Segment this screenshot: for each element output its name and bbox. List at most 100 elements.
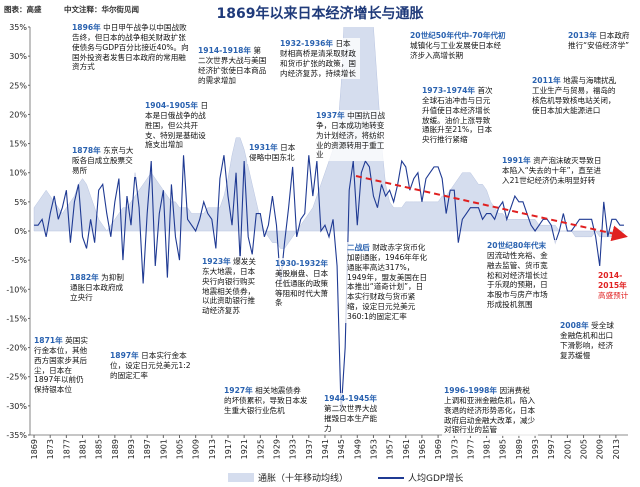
x-tick-label: 1981 (483, 439, 492, 459)
annotation-text: 为抑制通胀日本政府成立央行 (70, 273, 124, 302)
annotation-text: 爆发关东大地震，日本央行向银行购买地震相关债券，以此资助银行推动经济复苏 (202, 257, 256, 316)
annotation-label: 1904-1905年 (145, 101, 199, 110)
annotation-text: 受全球金融危机和出口下滑影响，经济复苏缓慢 (560, 321, 614, 360)
annotation-label: 2011年 (532, 76, 561, 85)
annotation: 1897年 日本实行金本位，设定日元兑美元1:2的固定汇率 (108, 350, 200, 382)
annotation-text: 英国实行金本位，其他西方国家步其后尘，日本在1897年以前仍保持银本位 (34, 336, 88, 395)
x-tick-label: 1969 (434, 439, 443, 459)
annotation-label: 1878年 (72, 146, 101, 155)
x-tick-label: 1913 (208, 439, 217, 459)
annotation-label: 1973-1974年 (422, 86, 476, 95)
annotation: 1914-1918年 第二次世界大战与美国经济扩张使日本商品的需求增加 (196, 45, 270, 87)
y-tick-label: 5% (14, 198, 27, 207)
annotation: 1904-1905年 日本是日俄战争的战胜国，但公共开支、特别是基础设施支出增加 (143, 100, 213, 152)
annotation-text: 地震与海啸扰乱工业生产与贸易，福岛的核危机导致核电站关闭，使日本加大能源进口 (532, 76, 617, 115)
annotation-text: 中国抗日战争，日本成功地转变为计划经济，将纺织业的资源转用于重工业 (316, 111, 386, 160)
x-tick-label: 1961 (402, 439, 411, 459)
x-tick-label: 1949 (353, 439, 362, 459)
annotation-label: 1871年 (34, 336, 63, 345)
annotation: 1944-1945年 第二次世界大战摧毁日本生产能力 (322, 393, 382, 435)
y-tick-label: -10% (6, 285, 27, 294)
annotation: 1991年 资产泡沫破灭导致日本陷入“失去的十年”，直至进入21世纪经济仍未明显… (500, 155, 608, 187)
x-tick-label: 2005 (580, 439, 589, 459)
annotation-text: 城镇化与工业发展使日本经济步入高增长期 (410, 40, 502, 60)
annotation-text: 财政赤字货币化加剧通胀，1946年年化通胀率高达317%，1949年，盟友美国在… (347, 243, 428, 322)
annotation: 1937年 中国抗日战争，日本成功地转变为计划经济，将纺织业的资源转用于重工业 (314, 110, 390, 162)
annotation: 二战后 财政赤字货币化加剧通胀，1946年年化通胀率高达317%，1949年，盟… (345, 242, 431, 323)
y-tick-label: 30% (9, 52, 27, 61)
annotation: 1930-1932年 美股崩盘、日本任低通胀的政策等阻和时代大萧条 (273, 258, 335, 310)
annotation-text: 相关地震债券的坏债累积，导致日本发生重大银行业危机 (224, 386, 308, 415)
x-tick-label: 1933 (289, 439, 298, 459)
y-tick-label: 35% (9, 23, 27, 32)
annotation-label: 2014-2015年 (598, 271, 627, 290)
annotation: 20世纪80年代末 因流动性充裕、金融去监管、货币宽松和对经济增长过于乐观的预期… (485, 240, 557, 312)
annotation-text: 日本财相高桥是清采取财政和货币扩张的政策，国内经济复苏，持续增长 (280, 39, 356, 78)
x-tick-label: 1973 (450, 439, 459, 459)
source: 图表：高盛 (4, 5, 42, 14)
annotation-label: 20世纪50年代中-70年代初 (410, 31, 506, 40)
x-tick-label: 1937 (305, 439, 314, 459)
x-tick-label: 1893 (127, 439, 136, 459)
y-tick-label: -25% (6, 373, 27, 382)
annotation-text: 东京与大阪各自成立股票交易所 (72, 146, 134, 175)
annotation: 1932-1936年 日本财相高桥是清采取财政和货币扩张的政策，国内经济复苏，持… (278, 38, 360, 80)
y-tick-label: 10% (9, 169, 27, 178)
y-tick-label: -20% (6, 344, 27, 353)
annotation-label: 1930-1932年 (275, 259, 329, 268)
annotation: 1871年 英国实行金本位，其他西方国家步其后尘，日本在1897年以前仍保持银本… (32, 335, 90, 397)
x-tick-label: 1877 (62, 439, 71, 459)
x-tick-label: 1965 (418, 439, 427, 459)
annotation-label: 2008年 (560, 321, 589, 330)
annotation-text: 首次全球石油冲击与日元升值使日本经济增长放缓。油价上涨导致通胀升至21%，日本央… (422, 86, 493, 145)
x-tick-label: 1989 (515, 439, 524, 459)
x-tick-label: 1925 (256, 439, 265, 459)
annotation-text: 日本是日俄战争的战胜国，但公共开支、特别是基础设施支出增加 (145, 101, 209, 150)
x-tick-label: 1901 (159, 439, 168, 459)
annotation-label: 1937年 (316, 111, 345, 120)
annotation-label: 1932-1936年 (280, 39, 334, 48)
note: 中文注释：华尔街见闻 (64, 5, 139, 14)
annotation-label: 20世纪80年代末 (487, 241, 547, 250)
annotation-label: 1996-1998年 (444, 386, 498, 395)
trend-arrow (355, 175, 628, 242)
annotation-label: 1882年 (70, 273, 99, 282)
annotation-label: 1991年 (502, 156, 531, 165)
annotation-label: 1923年 (202, 257, 231, 266)
annotation: 20世纪50年代中-70年代初 城镇化与工业发展使日本经济步入高增长期 (408, 30, 510, 62)
annotation: 2014-2015年 高盛预计 (596, 270, 636, 302)
x-tick-label: 1909 (192, 439, 201, 459)
x-tick-label: 1881 (79, 439, 88, 459)
annotation: 2013年 日本政府推行“安倍经济学” (566, 30, 636, 52)
annotation: 2011年 地震与海啸扰乱工业生产与贸易，福岛的核危机导致核电站关闭，使日本加大… (530, 75, 622, 117)
annotation-text: 日本侵略中国东北 (249, 143, 296, 162)
x-tick-label: 1921 (240, 439, 249, 459)
annotation: 1996-1998年 因消费税上调和亚洲金融危机，陷入衰退的经济形势恶化，日本政… (442, 385, 538, 437)
annotation-text: 日本实行金本位，设定日元兑美元1:2的固定汇率 (110, 351, 191, 380)
x-tick-label: 1993 (531, 439, 540, 459)
annotation-text: 第二次世界大战摧毁日本生产能力 (324, 403, 378, 433)
annotation: 1923年 爆发关东大地震，日本央行向银行购买地震相关债券，以此资助银行推动经济… (200, 256, 262, 318)
x-tick-label: 1873 (46, 439, 55, 459)
legend-swatch (228, 473, 254, 482)
annotation-text: 日本政府推行“安倍经济学” (568, 31, 630, 50)
x-tick-label: 1977 (466, 439, 475, 459)
y-tick-label: -35% (6, 431, 27, 440)
annotation-label: 二战后 (347, 243, 370, 252)
x-tick-label: 1945 (337, 439, 346, 459)
y-tick-label: 25% (9, 81, 27, 90)
annotation-text: 第二次世界大战与美国经济扩张使日本商品的需求增加 (198, 46, 267, 85)
y-tick-label: 15% (9, 140, 27, 149)
x-tick-label: 1885 (95, 439, 104, 459)
gdp-line (34, 155, 624, 412)
annotation-text: 中日甲午战争以中国战败告终，但日本的战争相关财政扩张使债务与GDP百分比接近40… (72, 23, 189, 72)
x-tick-label: 1889 (111, 439, 120, 459)
annotation-label: 1927年 (224, 386, 253, 395)
annotation: 1973-1974年 首次全球石油冲击与日元升值使日本经济增长放缓。油价上涨导致… (420, 85, 496, 147)
annotation: 1927年 相关地震债券的坏债累积，导致日本发生重大银行业危机 (222, 385, 310, 417)
annotation-label: 1897年 (110, 351, 139, 360)
x-tick-label: 2001 (563, 439, 572, 459)
annotation-label: 1944-1945年 (324, 394, 378, 403)
